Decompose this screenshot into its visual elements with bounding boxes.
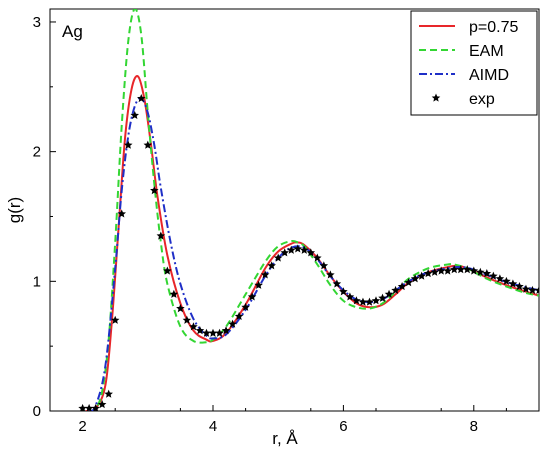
point-exp-54 bbox=[430, 267, 439, 276]
point-exp-53 bbox=[423, 269, 433, 278]
series-layer bbox=[78, 9, 539, 411]
point-exp-68 bbox=[521, 284, 531, 293]
point-exp-23 bbox=[228, 319, 237, 328]
legend-box bbox=[410, 10, 538, 116]
point-exp-1 bbox=[84, 403, 94, 411]
legend-label-aimd: AIMD bbox=[469, 67, 509, 84]
point-exp-70 bbox=[534, 285, 539, 295]
y-axis-label: g(r) bbox=[5, 197, 24, 223]
point-exp-49 bbox=[397, 282, 407, 291]
point-exp-32 bbox=[286, 245, 296, 254]
point-exp-15 bbox=[176, 304, 185, 313]
point-exp-48 bbox=[391, 285, 400, 295]
point-exp-22 bbox=[221, 326, 231, 335]
y-tick-label-3: 3 bbox=[33, 14, 41, 31]
point-exp-57 bbox=[449, 265, 459, 274]
point-exp-21 bbox=[215, 328, 224, 337]
point-exp-17 bbox=[189, 322, 198, 331]
point-exp-61 bbox=[476, 267, 485, 276]
point-exp-55 bbox=[436, 266, 446, 275]
point-exp-46 bbox=[378, 293, 387, 302]
y-tick-label-2: 2 bbox=[33, 144, 41, 161]
point-exp-20 bbox=[208, 328, 218, 337]
y-tick-label-0: 0 bbox=[33, 403, 41, 420]
point-exp-47 bbox=[384, 289, 394, 298]
point-exp-45 bbox=[371, 296, 381, 305]
point-exp-33 bbox=[293, 244, 303, 253]
point-exp-12 bbox=[156, 231, 166, 240]
point-exp-26 bbox=[247, 292, 257, 301]
point-exp-34 bbox=[300, 245, 309, 254]
point-exp-19 bbox=[202, 328, 211, 337]
point-exp-10 bbox=[143, 140, 153, 149]
point-exp-9 bbox=[137, 93, 146, 103]
point-exp-67 bbox=[515, 282, 524, 291]
point-exp-11 bbox=[150, 186, 159, 195]
x-tick-label-3: 8 bbox=[470, 418, 478, 435]
point-exp-51 bbox=[410, 274, 420, 283]
point-exp-2 bbox=[91, 403, 100, 411]
chart-annotation: Ag bbox=[62, 22, 83, 41]
point-exp-27 bbox=[254, 280, 263, 289]
x-tick-label-2: 6 bbox=[339, 418, 347, 435]
point-exp-63 bbox=[489, 271, 498, 280]
point-exp-13 bbox=[163, 266, 172, 275]
point-exp-4 bbox=[104, 389, 113, 398]
point-exp-64 bbox=[495, 274, 505, 283]
point-exp-8 bbox=[130, 110, 140, 119]
point-exp-60 bbox=[469, 266, 479, 275]
x-tick-label-0: 2 bbox=[78, 418, 86, 435]
point-exp-0 bbox=[78, 403, 87, 411]
point-exp-41 bbox=[345, 292, 355, 301]
series-line-eam bbox=[88, 9, 539, 411]
x-axis-label: r, Å bbox=[272, 429, 298, 448]
point-exp-24 bbox=[234, 311, 244, 320]
x-tick-label-1: 4 bbox=[209, 418, 217, 435]
point-exp-7 bbox=[123, 140, 133, 149]
point-exp-3 bbox=[97, 400, 107, 409]
point-exp-18 bbox=[195, 326, 205, 335]
point-exp-50 bbox=[404, 278, 413, 287]
point-exp-31 bbox=[280, 248, 289, 257]
point-exp-44 bbox=[365, 297, 374, 306]
point-exp-38 bbox=[326, 270, 335, 279]
point-exp-40 bbox=[339, 287, 348, 296]
point-exp-35 bbox=[306, 248, 316, 257]
point-exp-62 bbox=[482, 269, 492, 278]
point-exp-29 bbox=[267, 261, 276, 270]
point-exp-25 bbox=[241, 302, 250, 311]
point-exp-66 bbox=[508, 279, 518, 288]
point-exp-30 bbox=[273, 253, 283, 262]
point-exp-28 bbox=[260, 270, 270, 279]
point-exp-5 bbox=[110, 315, 120, 324]
point-exp-16 bbox=[182, 315, 192, 324]
point-exp-36 bbox=[313, 253, 322, 262]
legend-label-p-0-75: p=0.75 bbox=[469, 19, 518, 36]
point-exp-14 bbox=[169, 289, 179, 298]
point-exp-39 bbox=[332, 279, 342, 288]
legend-marker-exp bbox=[431, 93, 441, 102]
y-tick-label-1: 1 bbox=[33, 273, 41, 290]
legend-label-eam: EAM bbox=[469, 43, 504, 60]
point-exp-59 bbox=[463, 265, 472, 274]
point-exp-52 bbox=[417, 271, 426, 280]
point-exp-65 bbox=[502, 276, 511, 285]
legend-label-exp: exp bbox=[469, 91, 495, 108]
point-exp-43 bbox=[358, 297, 368, 306]
point-exp-37 bbox=[319, 261, 329, 270]
legend: p=0.75 EAM AIMD exp bbox=[410, 10, 538, 116]
point-exp-58 bbox=[456, 265, 466, 274]
point-exp-69 bbox=[528, 285, 537, 295]
point-exp-42 bbox=[352, 296, 361, 305]
point-exp-6 bbox=[117, 209, 126, 218]
point-exp-56 bbox=[443, 266, 452, 275]
series-exp bbox=[78, 93, 539, 411]
